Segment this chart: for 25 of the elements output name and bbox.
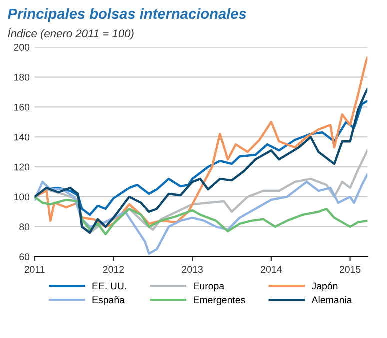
legend-label: Japón [312,282,338,292]
line-series [34,196,368,236]
legend-label: Europa [194,282,225,292]
y-tick-label: 120 [14,164,30,171]
legend-label: España [92,296,125,306]
y-tick-label: 180 [14,74,30,81]
legend-label: EE. UU. [92,282,126,290]
line-series [34,56,368,228]
x-tick-label: 2015 [340,266,361,274]
y-tick-label: 160 [14,104,30,111]
chart-title: Principales bolsas internacionales [8,8,246,22]
y-tick-label: 60 [20,254,30,260]
y-tick-label: 100 [14,194,30,201]
y-tick-label: 80 [20,224,30,231]
line-series [34,88,368,234]
legend-label: Emergentes [194,296,246,306]
chart-subtitle: Índice (enero 2011 = 100) [8,28,134,40]
x-tick-label: 2012 [103,266,124,274]
x-tick-label: 2014 [261,266,282,274]
y-tick-label: 200 [14,44,30,51]
y-tick-label: 140 [14,134,30,141]
legend-label: Alemania [312,296,352,304]
line-series [34,173,368,255]
x-tick-label: 2011 [24,266,45,274]
x-tick-label: 2013 [182,266,203,274]
